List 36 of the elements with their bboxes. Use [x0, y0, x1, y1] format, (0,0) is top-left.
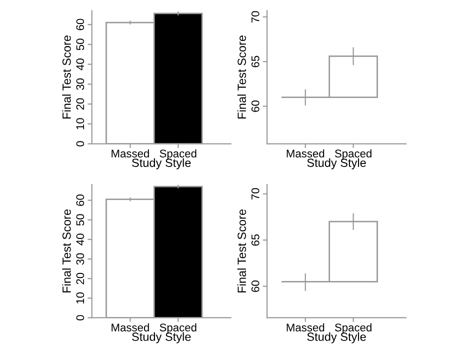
x-tick-label: Massed [112, 323, 149, 332]
y-axis-title: Final Test Score [62, 36, 71, 118]
x-tick-label: Spaced [160, 323, 196, 334]
y-tick-label: 20 [76, 98, 84, 110]
y-tick-label: 65 [251, 234, 260, 246]
x-axis-title: Study Style [307, 332, 366, 344]
x-axis-title: Study Style [307, 158, 366, 170]
y-tick-label: 60 [76, 194, 84, 206]
y-tick-label: 60 [251, 100, 260, 112]
y-tick-label: 60 [251, 280, 260, 292]
y-axis-title: Final Test Score [237, 36, 246, 118]
y-tick-label: 0 [76, 141, 84, 146]
x-axis-title: Study Style [132, 332, 191, 344]
y-axis-title: Final Test Score [62, 209, 71, 292]
y-tick-label: 70 [251, 11, 260, 23]
y-tick-label: 10 [76, 292, 84, 304]
x-tick-label: Massed [286, 323, 324, 332]
y-tick-label: 10 [76, 118, 84, 130]
y-tick-label: 50 [76, 214, 84, 226]
x-tick-label: Massed [286, 149, 324, 158]
y-axis-title: Final Test Score [237, 209, 246, 292]
x-tick-label: Spaced [334, 323, 372, 334]
y-tick-label: 65 [251, 56, 260, 68]
y-tick-label: 40 [76, 234, 84, 246]
y-tick-label: 50 [76, 38, 84, 50]
y-tick-label: 60 [76, 18, 84, 30]
x-axis-title: Study Style [132, 158, 191, 170]
x-tick-label: Massed [112, 149, 149, 158]
y-tick-label: 0 [76, 315, 84, 320]
y-tick-label: 20 [76, 272, 84, 284]
y-tick-label: 30 [76, 78, 84, 90]
y-tick-label: 40 [76, 58, 84, 70]
y-tick-label: 70 [251, 188, 260, 200]
x-tick-label: Spaced [334, 149, 372, 160]
y-tick-label: 30 [76, 253, 84, 265]
x-tick-label: Spaced [160, 149, 196, 160]
